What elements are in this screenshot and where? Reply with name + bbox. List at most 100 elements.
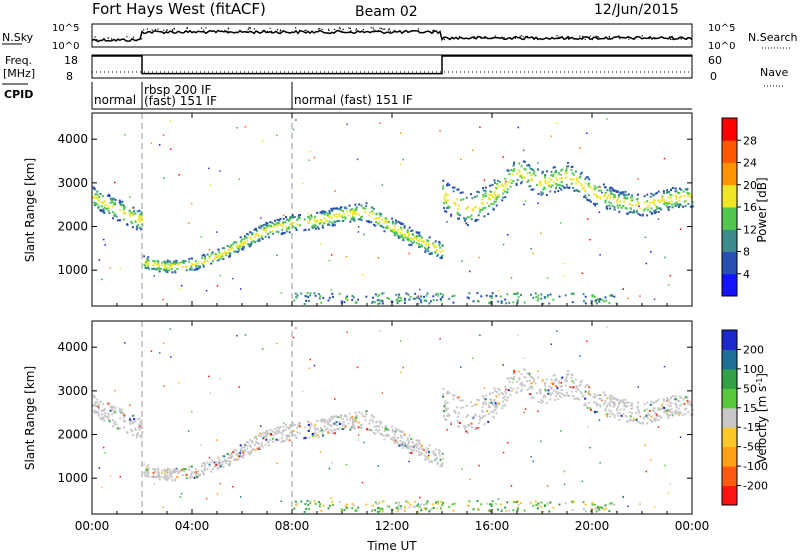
power-mark — [482, 207, 485, 210]
velocity-mark — [343, 509, 346, 512]
velocity-mark — [452, 509, 455, 512]
velocity-mark — [555, 379, 558, 382]
velocity-mark — [279, 431, 282, 434]
freq-left-tick-bottom: 8 — [66, 70, 73, 83]
power-mark — [527, 164, 530, 167]
velocity-mark — [375, 425, 378, 428]
power-mark — [222, 258, 225, 261]
velocity-mark — [627, 505, 629, 508]
power-mark — [443, 197, 446, 200]
velocity-mark — [520, 390, 523, 393]
velocity-mark — [151, 475, 154, 478]
velocity-mark — [654, 417, 657, 420]
velocity-mark — [102, 446, 105, 449]
velocity-mark — [616, 398, 619, 401]
power-mark — [679, 195, 682, 198]
power-mark — [155, 268, 158, 271]
velocity-mark — [328, 428, 331, 431]
date-label: 12/Jun/2015 — [594, 2, 679, 18]
velocity-mark — [466, 424, 469, 427]
power-mark — [557, 183, 560, 186]
power-mark — [219, 257, 222, 260]
velocity-mark — [396, 441, 399, 444]
cpid-segment-label: normal (fast) 151 IF — [294, 93, 413, 107]
power-mark — [320, 219, 323, 222]
velocity-mark — [636, 417, 639, 420]
noise-search-dot — [107, 37, 109, 39]
noise-search-dot — [494, 35, 497, 37]
velocity-mark — [174, 470, 177, 473]
velocity-colorbar-tick-label: 200 — [743, 343, 764, 356]
power-mark — [560, 222, 562, 224]
power-mark — [338, 215, 341, 218]
power-mark — [292, 128, 295, 131]
power-mark — [165, 268, 168, 271]
velocity-mark — [310, 424, 313, 427]
velocity-mark — [447, 413, 450, 416]
power-mark — [559, 177, 562, 180]
power-mark — [515, 293, 518, 296]
velocity-mark — [509, 386, 512, 389]
power-mark — [111, 205, 114, 208]
power-mark — [588, 178, 591, 181]
velocity-mark — [330, 429, 333, 432]
power-mark — [557, 172, 560, 175]
power-mark — [418, 297, 421, 300]
power-mark — [178, 261, 181, 264]
noise-search-dot — [380, 30, 382, 33]
power-mark — [338, 213, 341, 216]
power-mark — [477, 214, 480, 217]
power-mark — [374, 293, 377, 296]
velocity-mark — [166, 474, 169, 477]
power-mark — [619, 191, 622, 194]
velocity-mark — [287, 427, 290, 430]
velocity-mark — [436, 462, 439, 465]
velocity-mark — [230, 453, 233, 456]
velocity-mark — [311, 433, 314, 436]
power-mark — [124, 211, 127, 214]
power-mark — [416, 235, 419, 238]
velocity-mark — [169, 471, 172, 474]
velocity-mark — [129, 404, 131, 406]
power-mark — [684, 205, 687, 208]
velocity-mark — [360, 412, 363, 415]
power-mark — [224, 252, 227, 255]
velocity-mark — [260, 444, 263, 447]
velocity-mark — [147, 464, 150, 467]
velocity-mark — [617, 403, 620, 406]
velocity-mark — [140, 424, 143, 427]
power-mark — [691, 201, 694, 204]
power-mark — [260, 234, 263, 237]
velocity-mark — [504, 398, 507, 401]
velocity-mark — [619, 412, 622, 415]
velocity-mark — [441, 504, 444, 507]
power-mark — [185, 269, 188, 272]
velocity-mark — [414, 500, 417, 503]
power-mark — [296, 294, 299, 297]
power-mark — [345, 255, 348, 258]
velocity-mark — [98, 413, 101, 416]
power-mark — [239, 288, 242, 290]
noise-search-dot — [592, 37, 594, 39]
power-mark — [288, 231, 291, 234]
power-mark — [630, 199, 633, 202]
velocity-mark — [595, 394, 598, 397]
power-mark — [442, 293, 445, 296]
velocity-mark — [537, 505, 540, 508]
velocity-mark — [652, 407, 655, 410]
noise-search-dot — [582, 36, 584, 39]
velocity-mark — [138, 417, 141, 420]
power-mark — [350, 217, 353, 220]
velocity-mark — [435, 457, 438, 460]
power-mark — [146, 261, 149, 264]
velocity-mark — [162, 342, 165, 344]
velocity-mark — [133, 420, 136, 423]
velocity-mark — [422, 449, 425, 452]
power-mark — [100, 210, 103, 213]
velocity-mark — [517, 504, 520, 507]
power-mark — [386, 226, 389, 229]
velocity-mark — [577, 388, 580, 391]
power-mark — [484, 195, 487, 198]
velocity-mark — [169, 328, 172, 330]
